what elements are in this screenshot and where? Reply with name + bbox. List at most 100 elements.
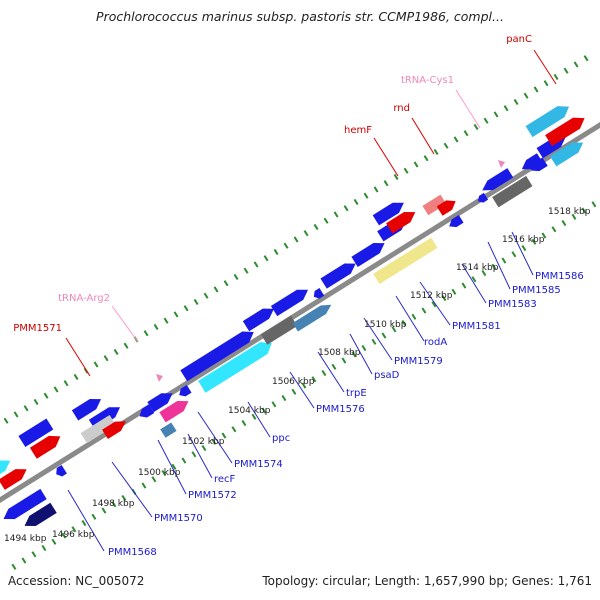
- tick-mark: [393, 173, 399, 181]
- tick-mark: [231, 426, 237, 433]
- label-leader-line: [373, 137, 399, 177]
- tick-mark: [241, 419, 247, 427]
- feature-label: tRNA-Cys1: [401, 75, 454, 86]
- gene-feature: [56, 465, 67, 477]
- tick-mark: [221, 432, 227, 439]
- tick-mark: [563, 67, 569, 74]
- gene-feature: [525, 106, 570, 138]
- scale-label: 1494 kbp: [4, 534, 47, 544]
- tick-mark: [323, 217, 329, 224]
- label-leader-line: [111, 305, 139, 343]
- tick-mark: [223, 280, 229, 287]
- tick-mark: [21, 557, 27, 564]
- label-leader-line: [289, 371, 315, 409]
- scale-label: 1502 kbp: [182, 437, 225, 447]
- gene-feature: [545, 117, 585, 147]
- scale-label: 1500 kbp: [138, 468, 181, 478]
- topology-text: Topology: circular; Length: 1,657,990 bp…: [262, 574, 592, 588]
- gene-feature: [24, 502, 57, 527]
- tick-mark: [443, 142, 449, 149]
- tick-mark: [473, 123, 479, 131]
- feature-label: rnd: [393, 103, 410, 114]
- tick-mark: [441, 294, 447, 302]
- feature-label: PMM1571: [13, 323, 62, 334]
- tick-mark: [453, 136, 459, 143]
- tick-mark: [291, 388, 297, 395]
- features: [0, 106, 585, 527]
- gene-feature: [351, 243, 385, 267]
- gene-feature: [3, 488, 47, 520]
- gene-feature: [270, 289, 309, 317]
- tick-mark: [503, 105, 509, 112]
- tick-mark: [363, 192, 369, 199]
- feature-label: PMM1579: [394, 356, 443, 367]
- tick-mark: [551, 226, 557, 233]
- gene-feature: [0, 460, 11, 475]
- tick-mark: [583, 55, 589, 62]
- tick-mark: [171, 463, 177, 470]
- backbone: [0, 122, 600, 503]
- gene-feature: [159, 400, 189, 423]
- tick-mark: [541, 232, 547, 239]
- tick-mark: [91, 513, 97, 520]
- gene-feature: [449, 215, 464, 228]
- tick-mark: [543, 80, 549, 87]
- tick-mark: [343, 205, 349, 212]
- gene-feature: [0, 469, 27, 490]
- gene-feature: [160, 422, 177, 438]
- tick-mark: [13, 411, 19, 418]
- label-leader-line: [511, 231, 534, 276]
- tick-mark: [491, 263, 497, 270]
- tick-mark: [3, 417, 9, 424]
- tick-mark: [483, 117, 489, 124]
- gene-feature: [180, 331, 254, 382]
- tick-mark: [553, 73, 559, 81]
- gene-feature: [260, 315, 298, 345]
- label-leader-line: [349, 333, 373, 375]
- feature-label: panC: [506, 34, 532, 45]
- tick-mark: [211, 438, 217, 445]
- gene-feature: [372, 202, 404, 226]
- tick-mark: [403, 167, 409, 174]
- tick-mark: [41, 544, 47, 552]
- tick-mark: [353, 198, 359, 206]
- label-leader-line: [411, 117, 435, 155]
- tick-mark: [81, 519, 87, 527]
- tick-mark: [43, 392, 49, 399]
- tick-mark: [113, 348, 119, 356]
- scale-label: 1506 kbp: [272, 377, 315, 387]
- feature-label: psaD: [374, 370, 400, 381]
- gene-feature: [373, 237, 438, 285]
- tick-mark: [281, 394, 287, 402]
- tick-mark: [401, 319, 407, 327]
- tick-mark: [341, 357, 347, 364]
- label-leader-line: [395, 295, 425, 342]
- tick-mark: [461, 282, 467, 289]
- tick-mark: [191, 451, 197, 458]
- tick-mark: [533, 86, 539, 93]
- tick-mark: [581, 207, 587, 214]
- tick-mark: [63, 380, 69, 387]
- gene-feature: [482, 168, 514, 191]
- tick-mark: [193, 298, 199, 306]
- tick-mark: [263, 255, 269, 262]
- tick-mark: [61, 532, 67, 539]
- tick-mark: [11, 563, 17, 570]
- tick-marks: [3, 55, 597, 570]
- tick-mark: [253, 261, 259, 268]
- label-leader-line: [67, 489, 105, 552]
- tick-mark: [303, 230, 309, 237]
- tick-mark: [421, 307, 427, 314]
- tick-mark: [311, 376, 317, 383]
- tick-mark: [481, 269, 487, 277]
- scale-label: 1508 kbp: [318, 348, 361, 358]
- tick-mark: [181, 457, 187, 464]
- gene-feature: [436, 200, 456, 216]
- tick-mark: [523, 92, 529, 99]
- tick-mark: [373, 186, 379, 193]
- gene-feature: [492, 175, 533, 208]
- tick-mark: [511, 251, 517, 258]
- tick-mark: [283, 242, 289, 249]
- feature-label: recF: [214, 474, 236, 485]
